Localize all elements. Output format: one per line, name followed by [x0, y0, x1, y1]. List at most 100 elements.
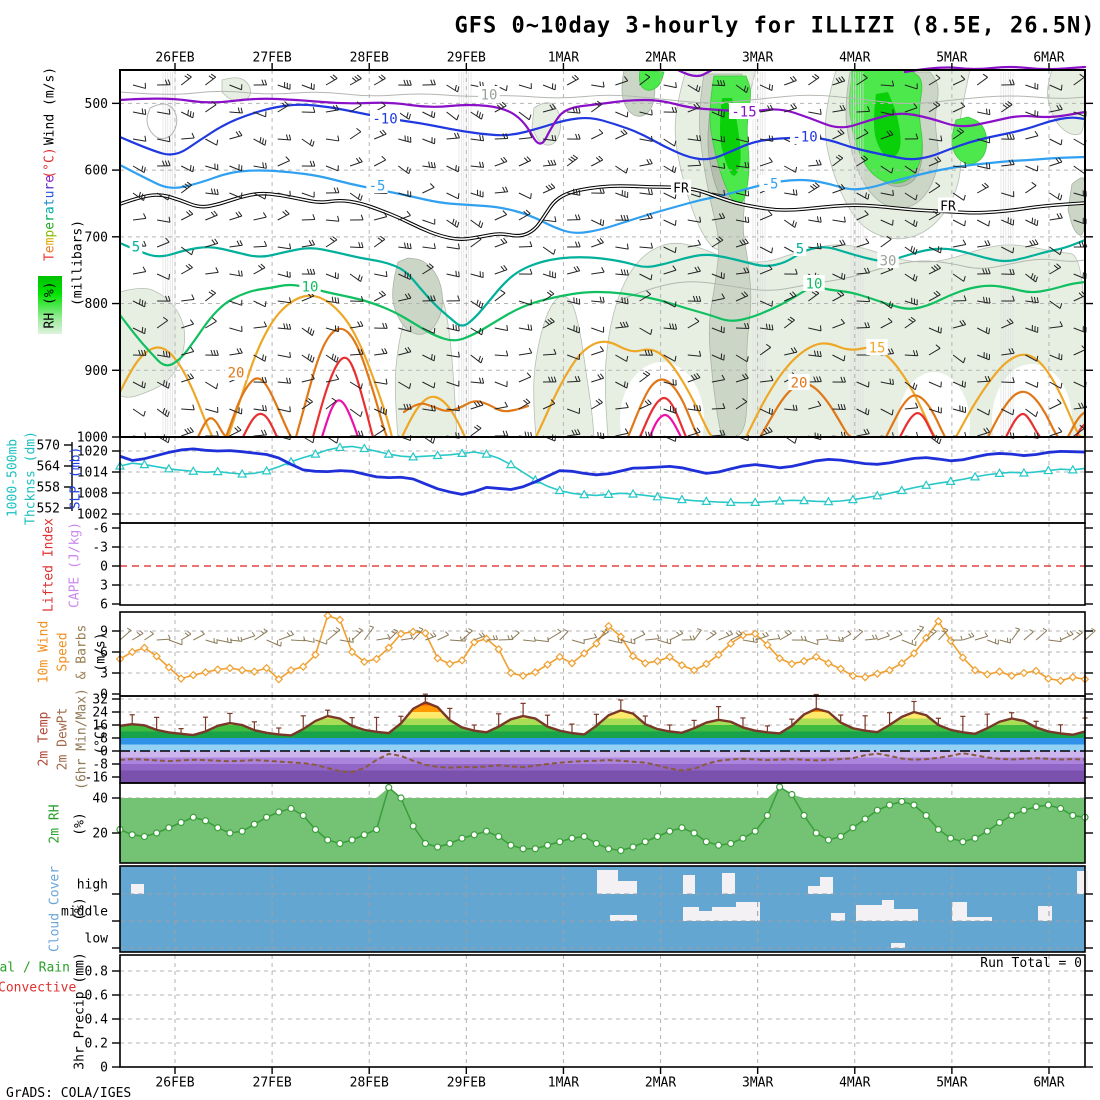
svg-text:552: 552 — [37, 502, 60, 517]
svg-text:3: 3 — [100, 667, 108, 682]
svg-text:5: 5 — [132, 240, 140, 256]
axis-label-millibars: (millibars) — [70, 219, 86, 307]
temp2m-panel — [119, 693, 1088, 783]
svg-text:-15: -15 — [731, 105, 756, 121]
contour-labels: -15 -10 -10 -5 -5 FR FR 5 5 10 10 15 20 20 10 30 — [129, 86, 959, 392]
axis-label-w10d: (m/s) — [93, 632, 109, 672]
svg-text:-10: -10 — [372, 112, 397, 128]
axis-label-t2d: (°C) — [93, 723, 109, 755]
grads-credit: GrADS: COLA/IGES — [6, 1086, 132, 1100]
svg-text:26FEB: 26FEB — [155, 51, 194, 66]
svg-text:1MAR: 1MAR — [548, 51, 579, 66]
page-title: GFS 0~10day 3-hourly for ILLIZI (8.5E, 2… — [454, 13, 1096, 39]
svg-text:0.4: 0.4 — [85, 1013, 109, 1028]
svg-text:29FEB: 29FEB — [447, 1076, 486, 1091]
axis-label-w10c: & Barbs — [74, 624, 90, 680]
svg-text:20: 20 — [228, 366, 245, 382]
svg-text:0: 0 — [100, 745, 108, 760]
svg-text:FR: FR — [940, 200, 956, 215]
svg-text:FR: FR — [673, 182, 689, 197]
svg-text:1000: 1000 — [77, 431, 108, 446]
axis-label-t2c: (6hr Min/Max) — [74, 688, 90, 790]
svg-text:29FEB: 29FEB — [447, 51, 486, 66]
svg-text:6: 6 — [100, 646, 108, 661]
svg-text:16: 16 — [92, 719, 108, 734]
axis-label-w10a: 10m Wind — [36, 620, 52, 684]
axis-label-pr3: 3hr Precip (mm) — [72, 952, 88, 1070]
svg-text:5MAR: 5MAR — [936, 1076, 967, 1091]
svg-text:900: 900 — [85, 364, 108, 379]
wind10m-series — [115, 611, 1096, 685]
svg-text:9: 9 — [100, 625, 108, 640]
svg-text:3: 3 — [100, 578, 108, 593]
svg-text:2MAR: 2MAR — [645, 1076, 676, 1091]
svg-text:-5: -5 — [762, 177, 779, 193]
rh2m-panel — [116, 783, 1089, 863]
svg-text:6MAR: 6MAR — [1033, 1076, 1064, 1091]
svg-text:564: 564 — [37, 460, 61, 475]
axis-label-slp: SLP (mb) — [68, 446, 84, 510]
cloud-cover-panel — [120, 866, 1088, 952]
axis-label-rh2b: (%) — [72, 812, 88, 836]
svg-text:-6: -6 — [92, 522, 108, 537]
svg-text:low: low — [85, 932, 109, 947]
rh-legend-label: RH (%) — [42, 281, 58, 329]
axis-label-w10b: Speed — [55, 632, 71, 672]
svg-text:500: 500 — [85, 97, 108, 112]
svg-text:10: 10 — [806, 277, 823, 293]
axis-label-cape: CAPE (J/kg) — [67, 521, 83, 609]
svg-text:1014: 1014 — [77, 466, 108, 481]
axis-label-lifted: Lifted Index — [41, 518, 57, 612]
svg-text:30: 30 — [880, 254, 897, 270]
svg-text:6MAR: 6MAR — [1033, 51, 1064, 66]
svg-text:-5: -5 — [369, 179, 386, 195]
svg-text:high: high — [77, 878, 108, 893]
svg-text:1MAR: 1MAR — [548, 1076, 579, 1091]
svg-text:4MAR: 4MAR — [839, 51, 870, 66]
panel-borders — [119, 69, 1086, 1068]
axis-label-thck2: Thcknss (dm) — [23, 431, 39, 525]
svg-text:0.2: 0.2 — [85, 1037, 108, 1052]
temperature-contours — [118, 65, 1087, 439]
svg-text:-10: -10 — [792, 130, 817, 146]
upper-air-rh-shading — [119, 69, 1086, 478]
svg-text:558: 558 — [37, 481, 60, 496]
svg-text:28FEB: 28FEB — [350, 1076, 389, 1091]
svg-text:20: 20 — [92, 827, 108, 842]
svg-text:10: 10 — [481, 88, 498, 104]
axis-label-temperature: Temperature — [42, 174, 58, 262]
svg-text:6: 6 — [100, 597, 108, 612]
svg-text:2MAR: 2MAR — [645, 51, 676, 66]
axis-label-clb: (%) — [72, 897, 88, 921]
svg-text:0.8: 0.8 — [85, 965, 108, 980]
svg-text:1002: 1002 — [77, 508, 108, 523]
svg-text:800: 800 — [85, 297, 108, 312]
axis-label-t2a: 2m Temp — [36, 711, 52, 767]
svg-text:10: 10 — [302, 280, 319, 296]
svg-text:-16: -16 — [85, 771, 108, 786]
run-total-text: Run Total = 0 — [980, 956, 1082, 971]
precip-legend-convective: Convective — [0, 980, 77, 996]
svg-text:600: 600 — [85, 164, 108, 179]
svg-text:1008: 1008 — [77, 487, 108, 502]
svg-text:0: 0 — [100, 1061, 108, 1076]
rh-legend-colorbar: RH (%) — [38, 276, 62, 334]
svg-text:5MAR: 5MAR — [936, 51, 967, 66]
svg-text:4MAR: 4MAR — [839, 1076, 870, 1091]
svg-text:700: 700 — [85, 230, 108, 245]
svg-text:27FEB: 27FEB — [253, 1076, 292, 1091]
axis-label-rh2a: 2m RH — [47, 804, 63, 844]
svg-text:0: 0 — [100, 688, 108, 703]
svg-text:28FEB: 28FEB — [350, 51, 389, 66]
svg-text:15: 15 — [869, 341, 886, 357]
axis-label-thck1: 1000-500mb — [5, 438, 21, 518]
svg-text:27FEB: 27FEB — [253, 51, 292, 66]
svg-text:3MAR: 3MAR — [742, 51, 773, 66]
axis-label-cla: Cloud Cover — [47, 865, 63, 953]
svg-text:-8: -8 — [92, 758, 108, 773]
axis-label-t2b: 2m DewPt — [55, 707, 71, 771]
svg-text:570: 570 — [37, 439, 60, 454]
svg-text:40: 40 — [92, 792, 108, 807]
